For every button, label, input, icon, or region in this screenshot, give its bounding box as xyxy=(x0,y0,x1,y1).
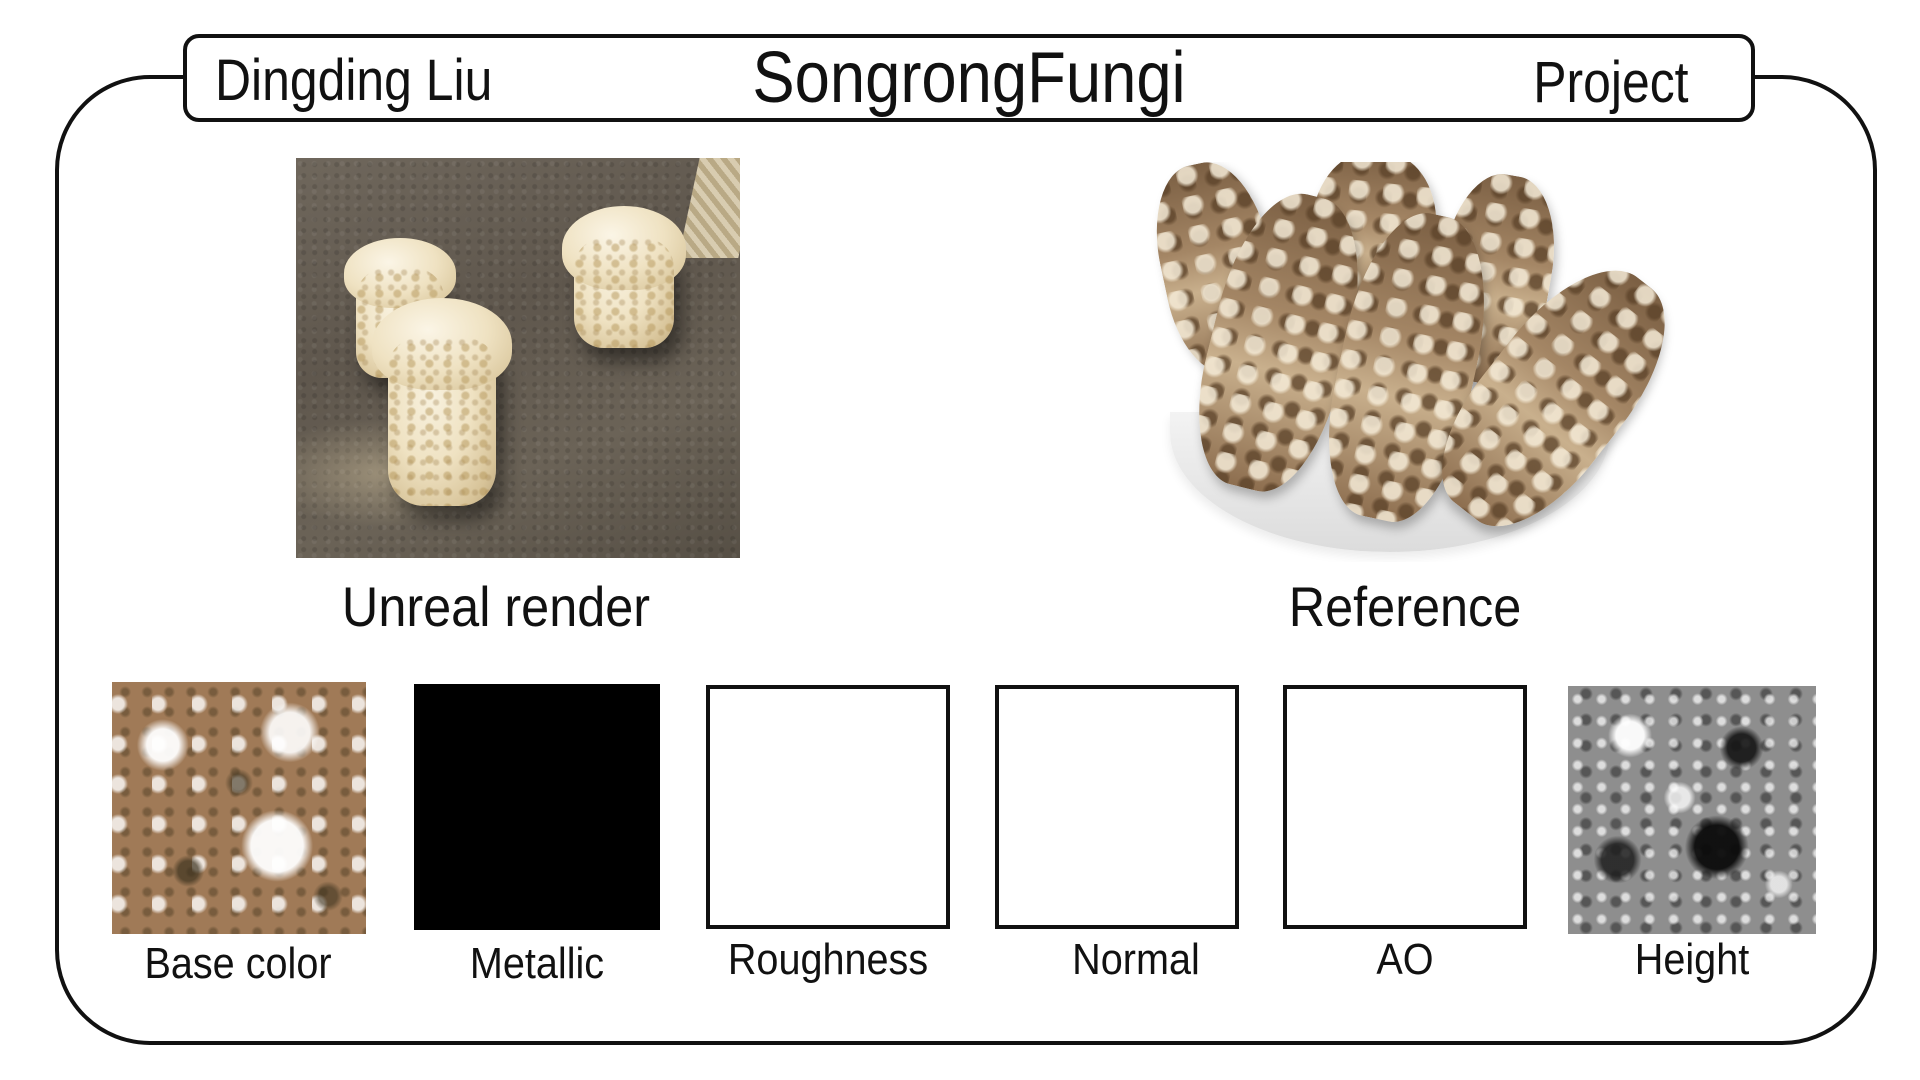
height-map xyxy=(1568,686,1816,934)
render-mushroom xyxy=(372,298,512,506)
reference-image xyxy=(1140,162,1690,562)
project-title: SongrongFungi xyxy=(752,38,1186,118)
metallic-map xyxy=(414,684,660,930)
author-name: Dingding Liu xyxy=(215,48,493,113)
project-label: Project xyxy=(1533,50,1689,115)
title-bar: Dingding Liu SongrongFungi Project xyxy=(183,34,1755,122)
reference-caption: Reference xyxy=(1288,575,1522,638)
metallic-label: Metallic xyxy=(469,939,605,988)
render-mushroom xyxy=(562,206,686,348)
basket-edge xyxy=(678,158,740,258)
roughness-label: Roughness xyxy=(727,935,929,984)
base-color-map xyxy=(112,682,366,934)
height-label: Height xyxy=(1634,935,1750,984)
roughness-map xyxy=(706,685,950,929)
ao-map xyxy=(1283,685,1527,929)
ao-label: AO xyxy=(1376,935,1434,984)
render-caption: Unreal render xyxy=(341,575,651,638)
base-color-label: Base color xyxy=(144,939,332,988)
normal-label: Normal xyxy=(1072,935,1200,984)
unreal-render-image xyxy=(296,158,740,558)
normal-map xyxy=(995,685,1239,929)
